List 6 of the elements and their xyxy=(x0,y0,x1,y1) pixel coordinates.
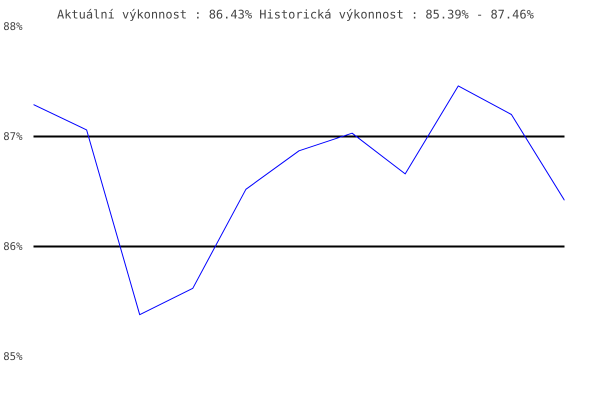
y-tick-label: 88% xyxy=(3,20,24,33)
y-tick-label: 87% xyxy=(3,130,24,143)
y-tick-label: 85% xyxy=(3,350,24,363)
y-tick-label: 86% xyxy=(3,240,24,253)
chart-title: Aktuální výkonnost : 86.43% Historická výkonnost : 85.39% - 87.46% xyxy=(56,8,535,22)
line-series xyxy=(34,85,564,316)
